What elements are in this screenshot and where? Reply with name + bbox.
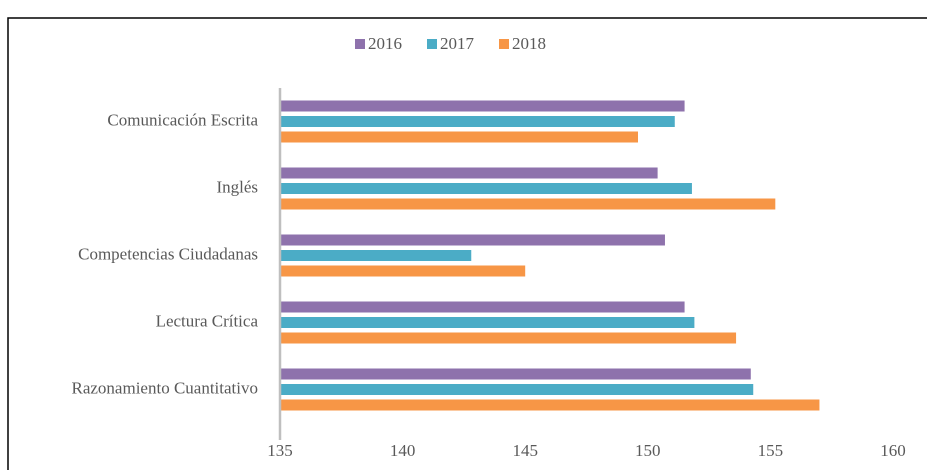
bar bbox=[280, 116, 675, 127]
bar bbox=[280, 265, 526, 277]
y-tick-label: Comunicación Escrita bbox=[107, 110, 258, 129]
bar bbox=[280, 384, 754, 395]
x-tick-label: 150 bbox=[635, 441, 661, 460]
bar bbox=[280, 368, 751, 380]
y-tick-label: Lectura Crítica bbox=[156, 311, 259, 330]
legend-swatch bbox=[355, 39, 365, 49]
x-tick-label: 160 bbox=[880, 441, 906, 460]
legend-label: 2018 bbox=[512, 34, 546, 53]
y-tick-label: Razonamiento Cuantitativo bbox=[72, 378, 259, 397]
legend-label: 2016 bbox=[368, 34, 402, 53]
x-tick-label: 140 bbox=[390, 441, 416, 460]
bar bbox=[280, 399, 820, 411]
y-tick-label: Inglés bbox=[216, 177, 258, 196]
x-tick-label: 135 bbox=[267, 441, 293, 460]
bar bbox=[280, 301, 685, 313]
x-tick-label: 145 bbox=[512, 441, 538, 460]
bar bbox=[280, 131, 638, 143]
y-tick-label: Competencias Ciudadanas bbox=[78, 244, 258, 263]
bar bbox=[280, 234, 665, 246]
bar bbox=[280, 250, 472, 261]
bar bbox=[280, 167, 658, 179]
legend-label: 2017 bbox=[440, 34, 475, 53]
bar bbox=[280, 332, 737, 344]
bar bbox=[280, 100, 685, 112]
bar bbox=[280, 198, 776, 210]
bar bbox=[280, 317, 695, 328]
legend-swatch bbox=[499, 39, 509, 49]
chart-border bbox=[7, 17, 927, 470]
legend-swatch bbox=[427, 39, 437, 49]
x-tick-label: 155 bbox=[758, 441, 784, 460]
bar bbox=[280, 183, 692, 194]
